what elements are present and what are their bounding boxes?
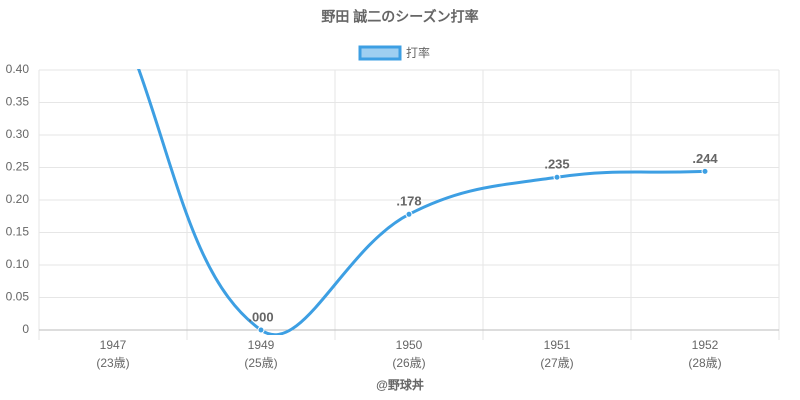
credit: @野球丼 — [376, 377, 424, 392]
y-tick-label: 0 — [22, 322, 29, 336]
line — [137, 69, 706, 335]
x-tick-label: 1949 — [248, 338, 275, 352]
data-label: .178 — [396, 194, 421, 209]
x-tick-sublabel: (23歳) — [96, 356, 129, 370]
point — [405, 210, 413, 218]
x-tick-sublabel: (26歳) — [392, 356, 425, 370]
x-tick-sublabel: (27歳) — [540, 356, 573, 370]
x-tick-label: 1947 — [100, 338, 127, 352]
legend-label: 打率 — [406, 45, 430, 60]
point — [110, 2, 116, 8]
y-tick-label: 0.20 — [6, 192, 30, 206]
y-tick-label: 0.15 — [6, 225, 30, 239]
y-tick-label: 0.05 — [6, 290, 30, 304]
plot-area — [110, 2, 709, 335]
data-label: .244 — [692, 151, 718, 166]
y-tick-label: 0.40 — [6, 62, 30, 76]
y-tick-label: 0.35 — [6, 95, 30, 109]
x-tick-label: 1950 — [396, 338, 423, 352]
point — [701, 167, 709, 175]
point — [257, 326, 265, 334]
legend-swatch — [358, 45, 402, 61]
data-label: .235 — [544, 157, 569, 172]
point — [553, 173, 561, 181]
data-label: .000 — [248, 309, 273, 324]
x-tick-sublabel: (25歳) — [244, 356, 277, 370]
y-tick-label: 0.10 — [6, 257, 30, 271]
x-tick-sublabel: (28歳) — [688, 356, 721, 370]
y-tick-label: 0.30 — [6, 127, 30, 141]
y-tick-label: 0.25 — [6, 160, 30, 174]
chart-title: 野田 誠二のシーズン打率 — [321, 9, 478, 25]
x-tick-label: 1952 — [692, 338, 719, 352]
x-tick-label: 1951 — [544, 338, 571, 352]
